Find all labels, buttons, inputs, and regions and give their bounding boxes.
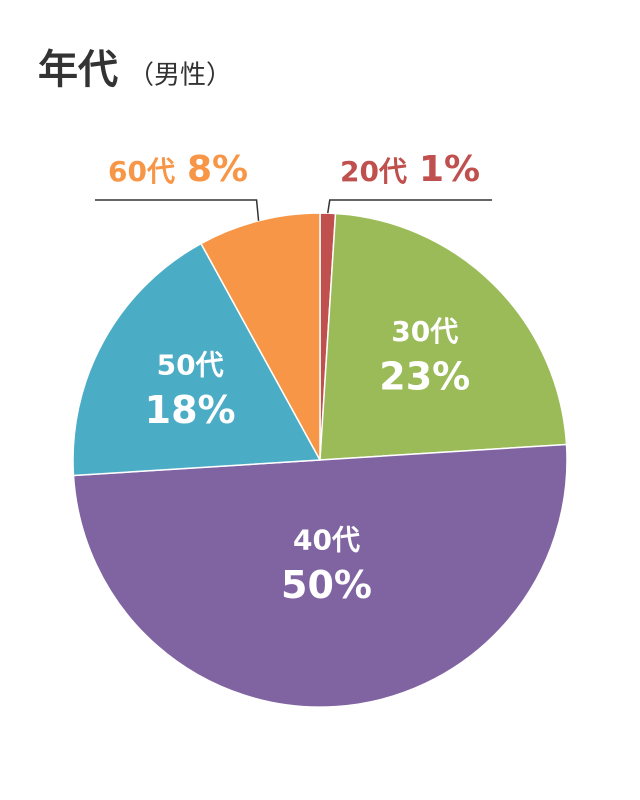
slice-category-label: 60代	[108, 155, 175, 188]
slice-value-label: 8%	[187, 149, 248, 190]
pie-slice	[319, 212, 568, 461]
slice-category-label: 50代	[157, 349, 224, 382]
slice-category-label: 20代	[340, 155, 407, 188]
pie-slice	[72, 242, 322, 477]
leader-line	[95, 199, 260, 221]
slice-category-label: 40代	[293, 524, 360, 557]
slice-value-label: 1%	[419, 149, 480, 190]
pie-slice	[72, 443, 568, 708]
leader-line	[327, 199, 492, 214]
slice-value-label: 18%	[145, 388, 236, 432]
chart-title: 年代	[38, 47, 118, 93]
slice-category-label: 30代	[391, 315, 458, 348]
slice-value-label: 23%	[379, 355, 470, 399]
slice-value-label: 50%	[281, 563, 372, 607]
chart-subtitle: （男性）	[128, 61, 232, 91]
